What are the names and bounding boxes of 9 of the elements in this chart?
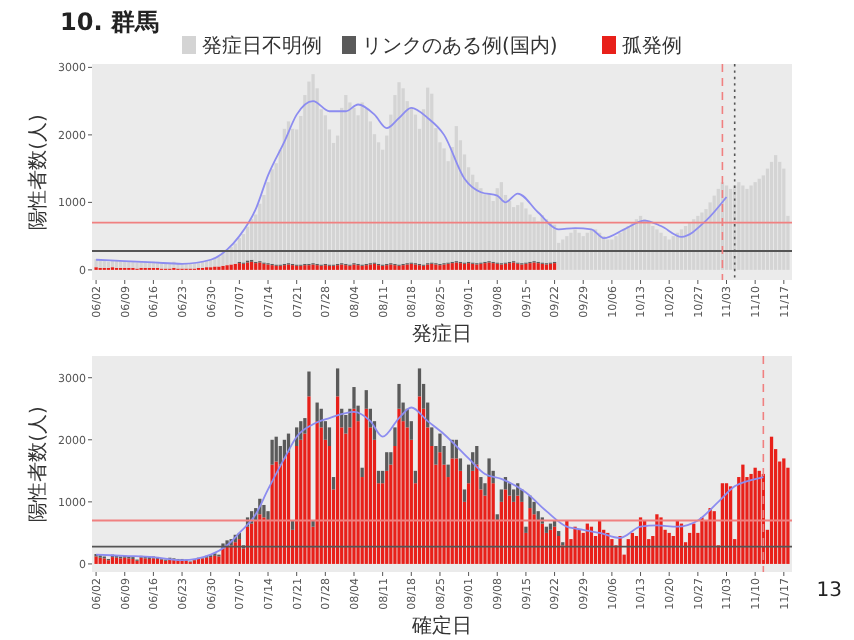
text: 13 — [816, 580, 842, 602]
legend-label: 発症日不明例 — [202, 34, 322, 58]
y-axis-title: 陽性者数(人) — [26, 406, 50, 522]
x-axis-title: 発症日 — [412, 322, 472, 346]
legend-label: リンクのある例(国内) — [362, 34, 558, 58]
legend-label: 孤発例 — [622, 34, 682, 58]
x-axis-title: 確定日 — [410, 614, 472, 638]
y-axis-title: 陽性者数(人) — [26, 114, 50, 230]
chart-title: 10. 群馬 — [60, 8, 159, 36]
